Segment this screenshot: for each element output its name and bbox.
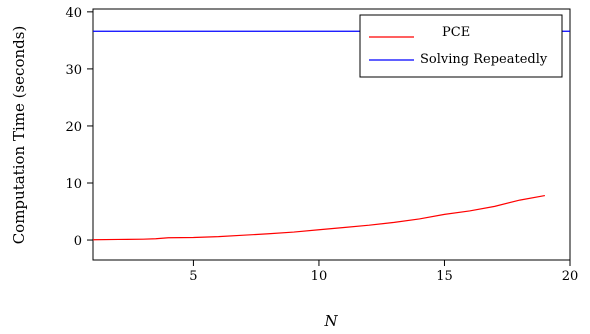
x-tick-label: 15 — [436, 269, 453, 284]
series-line-pce — [92, 194, 545, 241]
x-axis-label: N — [323, 312, 338, 330]
y-tick-label: 20 — [65, 120, 82, 135]
x-tick-label: 5 — [189, 269, 197, 284]
y-axis: 0 10 20 30 40 — [65, 6, 93, 249]
x-tick-label: 20 — [562, 269, 579, 284]
legend-label-pce: PCE — [442, 25, 470, 40]
legend-box — [359, 14, 563, 78]
y-tick-label: 10 — [65, 177, 82, 192]
y-tick-label: 40 — [65, 6, 82, 21]
x-axis: 5 10 15 20 — [189, 260, 578, 284]
y-tick-label: 30 — [65, 63, 82, 78]
x-tick-label: 10 — [311, 269, 328, 284]
legend-label-solving-repeatedly: Solving Repeatedly — [420, 52, 548, 67]
y-axis-label: Computation Time (seconds) — [10, 26, 28, 245]
legend: PCE Solving Repeatedly — [359, 14, 563, 78]
y-tick-label: 0 — [74, 234, 82, 249]
plot-frame — [92, 8, 571, 261]
